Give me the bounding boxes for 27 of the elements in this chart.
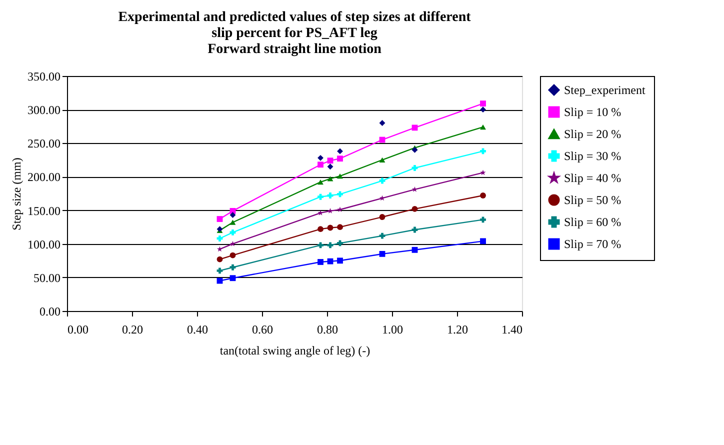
y-axis-title: Step size (mm) [10, 158, 24, 230]
legend-label: Slip = 10 % [564, 105, 622, 119]
y-tick-label: 0.00 [40, 304, 60, 318]
x-tick-label: 1.00 [382, 322, 403, 336]
chart-title: Experimental and predicted values of step sizes at different slip percent for PS_AFT leg Forward straight line motion [118, 10, 472, 57]
x-tick-label: 0.60 [252, 322, 273, 336]
x-tick-label: 1.20 [447, 322, 468, 336]
x-tick-label: 0.80 [317, 322, 338, 336]
legend-label: Slip = 50 % [564, 193, 622, 207]
x-tick-label: 0.00 [68, 322, 88, 336]
x-tick-label: 0.20 [122, 322, 143, 336]
legend-label: Slip = 20 % [564, 127, 622, 141]
legend-label: Slip = 70 % [564, 237, 622, 251]
y-tick-label: 50.00 [34, 270, 60, 285]
legend-label: Slip = 60 % [564, 215, 622, 229]
y-tick-label: 350.00 [28, 70, 60, 84]
legend-label: Slip = 30 % [564, 149, 622, 163]
x-axis-title: tan(total swing angle of leg) (-) [220, 344, 370, 358]
y-tick-label: 150.00 [28, 204, 60, 218]
y-tick-label: 100.00 [28, 237, 60, 252]
legend-label: Slip = 40 % [564, 171, 622, 185]
y-tick-label: 200.00 [28, 170, 60, 184]
x-tick-label: 1.40 [502, 322, 522, 336]
y-tick-label: 300.00 [28, 103, 60, 118]
legend-label: Step_experiment [564, 83, 646, 97]
y-tick-label: 250.00 [28, 136, 60, 151]
x-tick-label: 0.40 [187, 322, 208, 336]
